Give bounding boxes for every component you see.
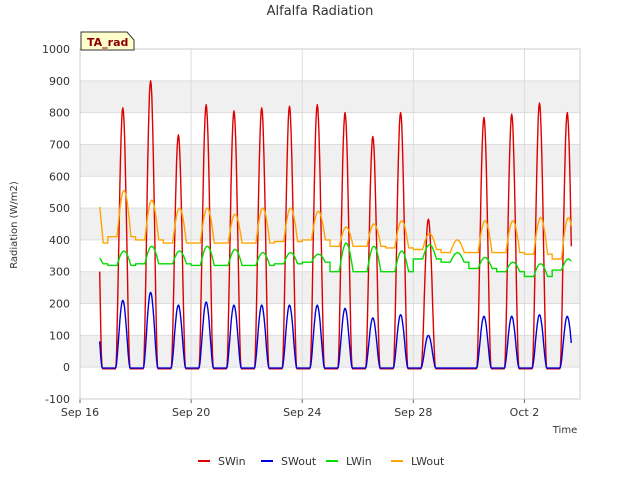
grid-band [80, 144, 580, 177]
y-tick-label: 600 [49, 170, 70, 183]
y-axis-label: Radiation (W/m2) [9, 181, 20, 269]
x-tick-label: Sep 24 [283, 406, 321, 419]
badge-label: TA_rad [87, 36, 128, 49]
legend-item-swout: SWout [261, 455, 317, 468]
plot-background [80, 49, 580, 399]
plot-frame [79, 48, 581, 400]
y-tick-label: 700 [49, 138, 70, 151]
badge-shape [80, 31, 135, 51]
legend-label: SWout [281, 455, 317, 468]
ta-rad-badge: TA_rad [80, 31, 135, 51]
series-line-swout [99, 291, 572, 369]
y-tick-label: 400 [49, 234, 70, 247]
grid-band [80, 80, 580, 113]
legend-label: LWout [411, 455, 445, 468]
y-tick-label: 0 [63, 361, 70, 374]
x-tick-label: Sep 16 [61, 406, 99, 419]
series-line-lwin [99, 242, 572, 278]
legend-item-lwout: LWout [391, 455, 445, 468]
chart-title: Alfalfa Radiation [267, 4, 374, 19]
legend-label: LWin [346, 455, 372, 468]
y-tick-label: 800 [49, 107, 70, 120]
grid-band [80, 208, 580, 240]
y-tick-label: 900 [49, 75, 70, 88]
legend-label: SWin [218, 455, 246, 468]
y-tick-label: 300 [49, 266, 70, 279]
y-tick-label: 200 [49, 298, 70, 311]
series-layer [99, 80, 572, 370]
grid-band [80, 271, 580, 304]
series-line-lwout [99, 189, 572, 260]
x-tick-label: Sep 20 [172, 406, 210, 419]
y-tick-label: 500 [49, 202, 70, 215]
x-tick-label: Oct 2 [510, 406, 540, 419]
grid-band [80, 335, 580, 368]
x-axis-label: Time [552, 425, 577, 436]
legend: SWin SWout LWin LWout [198, 455, 445, 468]
legend-item-swin: SWin [198, 455, 246, 468]
legend-item-lwin: LWin [326, 455, 372, 468]
x-tick-label: Sep 28 [394, 406, 432, 419]
y-tick-label: 1000 [42, 43, 70, 56]
axes: -100 0 100 200 300 400 500 600 700 800 900 1000 Sep … [42, 43, 581, 419]
y-tick-label: 100 [49, 329, 70, 342]
y-tick-label: -100 [45, 393, 70, 406]
